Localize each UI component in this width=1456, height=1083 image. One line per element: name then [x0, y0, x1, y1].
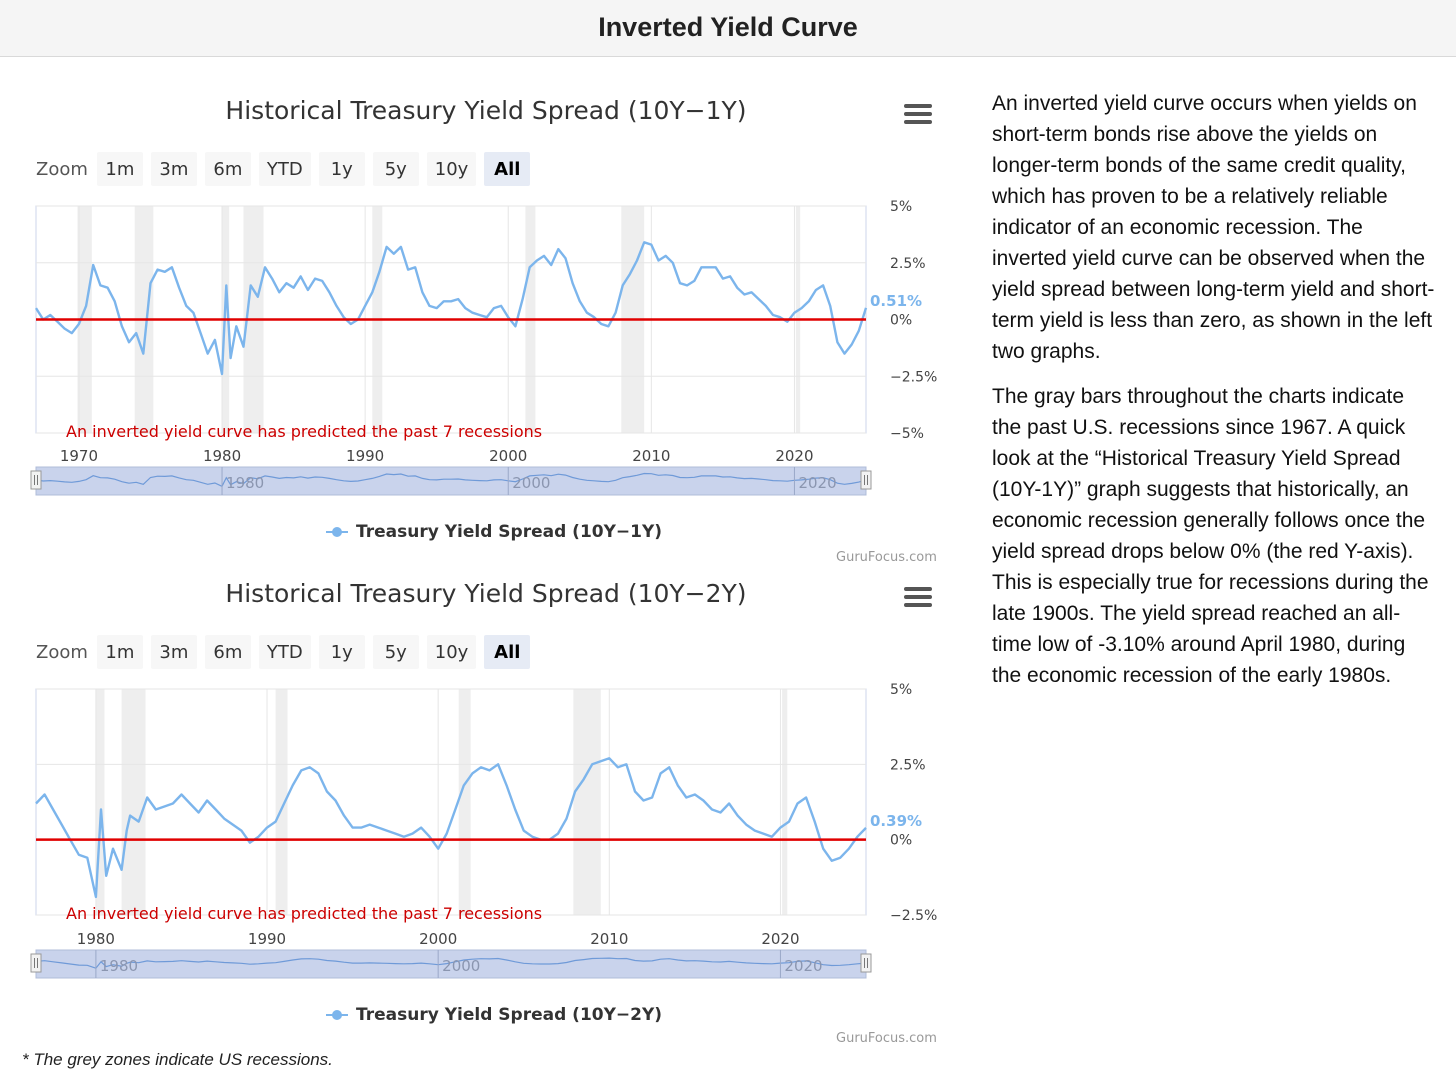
series-line [34, 241, 868, 376]
y-tick-label: −2.5% [890, 369, 937, 385]
recession-band [458, 689, 471, 915]
zoom-button-6m[interactable]: 6m [204, 152, 251, 186]
hamburger-icon[interactable] [904, 104, 932, 128]
navigator-tick-label: 2020 [784, 957, 822, 975]
x-tick-label: 2020 [761, 930, 799, 948]
plot-area [35, 688, 867, 916]
legend-label: Treasury Yield Spread (10Y−2Y) [356, 1005, 663, 1025]
x-tick-label: 1980 [203, 447, 241, 465]
x-tick-label: 2020 [775, 447, 813, 465]
chart-panel-10y-1y: Historical Treasury Yield Spread (10Y−1Y… [20, 96, 950, 581]
zoom-label: Zoom [36, 641, 88, 663]
recession-band [275, 689, 288, 915]
series-line [35, 757, 867, 899]
navigator-series [35, 957, 867, 969]
navigator-handle[interactable] [30, 953, 42, 973]
navigator-handle[interactable] [860, 470, 872, 490]
legend-item[interactable]: Treasury Yield Spread (10Y−2Y) [326, 1003, 662, 1027]
navigator-handle[interactable] [30, 470, 42, 490]
zoom-button-10y[interactable]: 10y [426, 635, 477, 669]
legend-label: Treasury Yield Spread (10Y−1Y) [356, 522, 663, 542]
description-text: An inverted yield curve occurs when yiel… [992, 88, 1436, 705]
zoom-label: Zoom [36, 158, 88, 180]
y-tick-label: 2.5% [890, 256, 926, 272]
description-paragraph: An inverted yield curve occurs when yiel… [992, 92, 1435, 363]
zoom-button-1y[interactable]: 1y [318, 152, 365, 186]
navigator [35, 949, 867, 979]
chart-title: Historical Treasury Yield Spread (10Y−1Y… [225, 96, 747, 125]
navigator-tick-label: 1980 [100, 957, 138, 975]
zoom-bar: Zoom 1m 3m 6m YTD 1y 5y 10y All [36, 635, 538, 669]
y-tick-label: 2.5% [890, 757, 926, 773]
y-tick-label: 0% [890, 313, 912, 329]
legend-item[interactable]: Treasury Yield Spread (10Y−1Y) [326, 520, 662, 544]
x-tick-label: 2010 [632, 447, 670, 465]
navigator-handle[interactable] [860, 953, 872, 973]
y-tick-label: 0% [890, 833, 912, 849]
chart-plot[interactable]: 5% 2.5% 0% −2.5% 1980 1990 2000 2010 2020 0.39% An… [20, 579, 950, 999]
navigator-series [35, 472, 867, 488]
recession-band [573, 689, 601, 915]
zoom-button-all[interactable]: All [484, 152, 531, 186]
zoom-button-6m[interactable]: 6m [204, 635, 251, 669]
zoom-button-1y[interactable]: 1y [318, 635, 365, 669]
zoom-bar: Zoom 1m 3m 6m YTD 1y 5y 10y All [36, 152, 538, 186]
page-title: Inverted Yield Curve [598, 12, 858, 42]
annotation-text: An inverted yield curve has predicted th… [66, 904, 542, 923]
navigator-tick-label: 2000 [512, 474, 550, 492]
current-value-label: 0.51% [870, 292, 922, 310]
recession-band [95, 689, 105, 915]
zoom-button-ytd[interactable]: YTD [258, 635, 311, 669]
chart-plot[interactable]: 5% 2.5% 0% −2.5% −5% 1970 1980 1990 2000 2010 2020… [20, 96, 950, 516]
zoom-button-5y[interactable]: 5y [372, 152, 419, 186]
navigator-tick-label: 2020 [798, 474, 836, 492]
hamburger-icon[interactable] [904, 587, 932, 611]
y-tick-label: 5% [890, 199, 912, 215]
legend-marker [326, 1009, 348, 1021]
x-tick-label: 2000 [419, 930, 457, 948]
page-header: Inverted Yield Curve [0, 0, 1456, 57]
legend-marker [326, 526, 348, 538]
x-tick-label: 1970 [60, 447, 98, 465]
zoom-button-10y[interactable]: 10y [426, 152, 477, 186]
x-tick-label: 1980 [77, 930, 115, 948]
zoom-button-1m[interactable]: 1m [96, 152, 143, 186]
chart-panel-10y-2y: Historical Treasury Yield Spread (10Y−2Y… [20, 579, 950, 1064]
zoom-button-3m[interactable]: 3m [150, 635, 197, 669]
annotation-text: An inverted yield curve has predicted th… [66, 422, 542, 441]
navigator [35, 466, 867, 496]
x-tick-label: 2010 [590, 930, 628, 948]
zoom-button-1m[interactable]: 1m [96, 635, 143, 669]
zoom-button-3m[interactable]: 3m [150, 152, 197, 186]
credits-link[interactable]: GuruFocus.com [836, 1031, 937, 1046]
y-tick-label: −2.5% [890, 908, 937, 924]
zoom-button-ytd[interactable]: YTD [258, 152, 311, 186]
current-value-label: 0.39% [870, 812, 922, 830]
x-tick-label: 1990 [346, 447, 384, 465]
x-tick-label: 1990 [248, 930, 286, 948]
footnote: * The grey zones indicate US recessions. [22, 1050, 333, 1069]
y-tick-label: −5% [890, 426, 924, 442]
chart-title: Historical Treasury Yield Spread (10Y−2Y… [225, 579, 747, 608]
zoom-button-all[interactable]: All [484, 635, 531, 669]
x-tick-label: 2000 [489, 447, 527, 465]
zoom-button-5y[interactable]: 5y [372, 635, 419, 669]
credits-link[interactable]: GuruFocus.com [836, 550, 937, 565]
y-tick-label: 5% [890, 682, 912, 698]
recession-band [121, 689, 146, 915]
navigator-tick-label: 2000 [442, 957, 480, 975]
description-paragraph: The gray bars throughout the charts indi… [992, 385, 1429, 687]
navigator-tick-label: 1980 [226, 474, 264, 492]
recession-band [782, 689, 788, 915]
